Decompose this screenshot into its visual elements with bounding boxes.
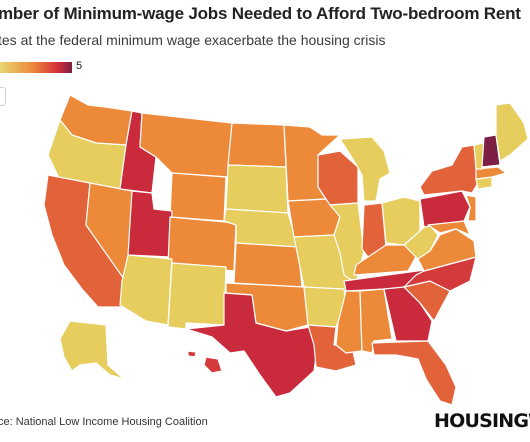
state-VA[interactable] (417, 228, 477, 272)
zoom-reset-button[interactable] (0, 87, 6, 106)
state-MD[interactable] (427, 220, 471, 236)
map-subtitle: tes at the federal minimum wage exacerba… (0, 32, 386, 48)
state-ND[interactable] (227, 122, 287, 168)
state-MA[interactable] (475, 166, 507, 180)
state-IL[interactable] (329, 202, 365, 284)
state-LA[interactable] (307, 324, 357, 372)
us-state-map (43, 94, 529, 406)
state-AZ[interactable] (119, 254, 173, 326)
state-TX[interactable] (185, 292, 319, 398)
color-legend: 5 (0, 60, 83, 73)
state-AK[interactable] (59, 320, 125, 380)
housingwire-logo: HOUSINGWI (434, 410, 530, 432)
state-UT[interactable] (127, 190, 173, 258)
state-NH[interactable] (481, 134, 501, 168)
legend-gradient (0, 62, 72, 73)
state-NC[interactable] (403, 256, 477, 292)
state-VT[interactable] (473, 142, 485, 170)
state-HI[interactable] (203, 356, 223, 374)
state-NY[interactable] (419, 144, 479, 196)
state-KS[interactable] (233, 242, 303, 288)
state-MI[interactable] (339, 136, 391, 202)
state-ME[interactable] (495, 102, 529, 162)
state-SD[interactable] (225, 164, 289, 214)
state-NM[interactable] (167, 262, 227, 330)
map-title: mber of Minimum-wage Jobs Needed to Affo… (0, 4, 521, 23)
state-WI[interactable] (317, 150, 359, 206)
state-NJ[interactable] (465, 194, 477, 222)
state-HI-islet (187, 350, 197, 358)
source-note: ce: National Low Income Housing Coalitio… (0, 416, 208, 428)
state-FL[interactable] (371, 340, 457, 406)
legend-max-label: 5 (76, 60, 83, 72)
state-WY[interactable] (169, 172, 227, 222)
